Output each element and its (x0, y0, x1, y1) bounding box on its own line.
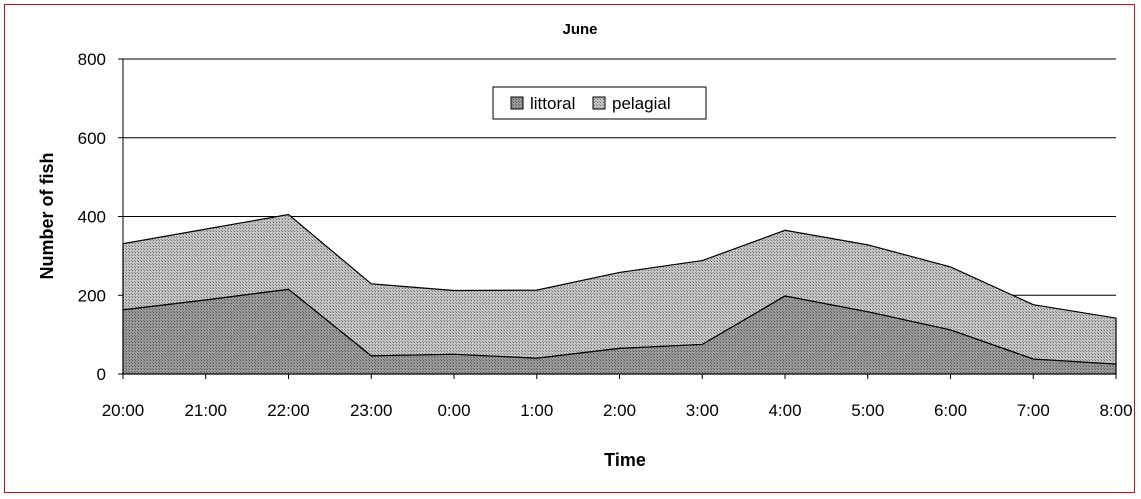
x-tick-label: 3:00 (686, 401, 719, 420)
x-tick-label: 22:00 (267, 401, 310, 420)
x-tick-labels: 20:00 21:00 22:00 23:00 0:00 1:00 2:00 3:00 4:00… (102, 401, 1133, 420)
y-tick-label: 0 (97, 365, 106, 384)
y-tick-label: 400 (78, 208, 106, 227)
legend-label-pelagial: pelagial (612, 94, 671, 113)
legend-label-littoral: littoral (530, 94, 575, 113)
x-tick-label: 4:00 (768, 401, 801, 420)
y-tick-labels: 0 200 400 600 800 (78, 50, 106, 384)
area-littoral (122, 288, 1117, 375)
legend-swatch-littoral (510, 96, 524, 110)
x-tick-label: 2:00 (603, 401, 636, 420)
x-axis-label: Time (604, 450, 646, 470)
x-tick-label: 6:00 (934, 401, 967, 420)
y-tick-label: 800 (78, 50, 106, 69)
chart-title: June (562, 21, 597, 38)
x-tick-label: 0:00 (437, 401, 470, 420)
x-tick-label: 8:00 (1099, 401, 1132, 420)
x-tick-label: 5:00 (851, 401, 884, 420)
y-tick-label: 200 (78, 286, 106, 305)
x-tick-label: 7:00 (1017, 401, 1050, 420)
x-tick-label: 23:00 (350, 401, 393, 420)
axes (118, 58, 1117, 379)
y-tick-label: 600 (78, 129, 106, 148)
legend-swatch-pelagial (592, 96, 606, 110)
x-tick-label: 20:00 (102, 401, 145, 420)
area-series (122, 213, 1117, 375)
x-tick-label: 1:00 (520, 401, 553, 420)
x-tick-label: 21:00 (184, 401, 227, 420)
y-axis-label: Number of fish (37, 152, 57, 279)
legend: littoral pelagial (492, 86, 707, 120)
